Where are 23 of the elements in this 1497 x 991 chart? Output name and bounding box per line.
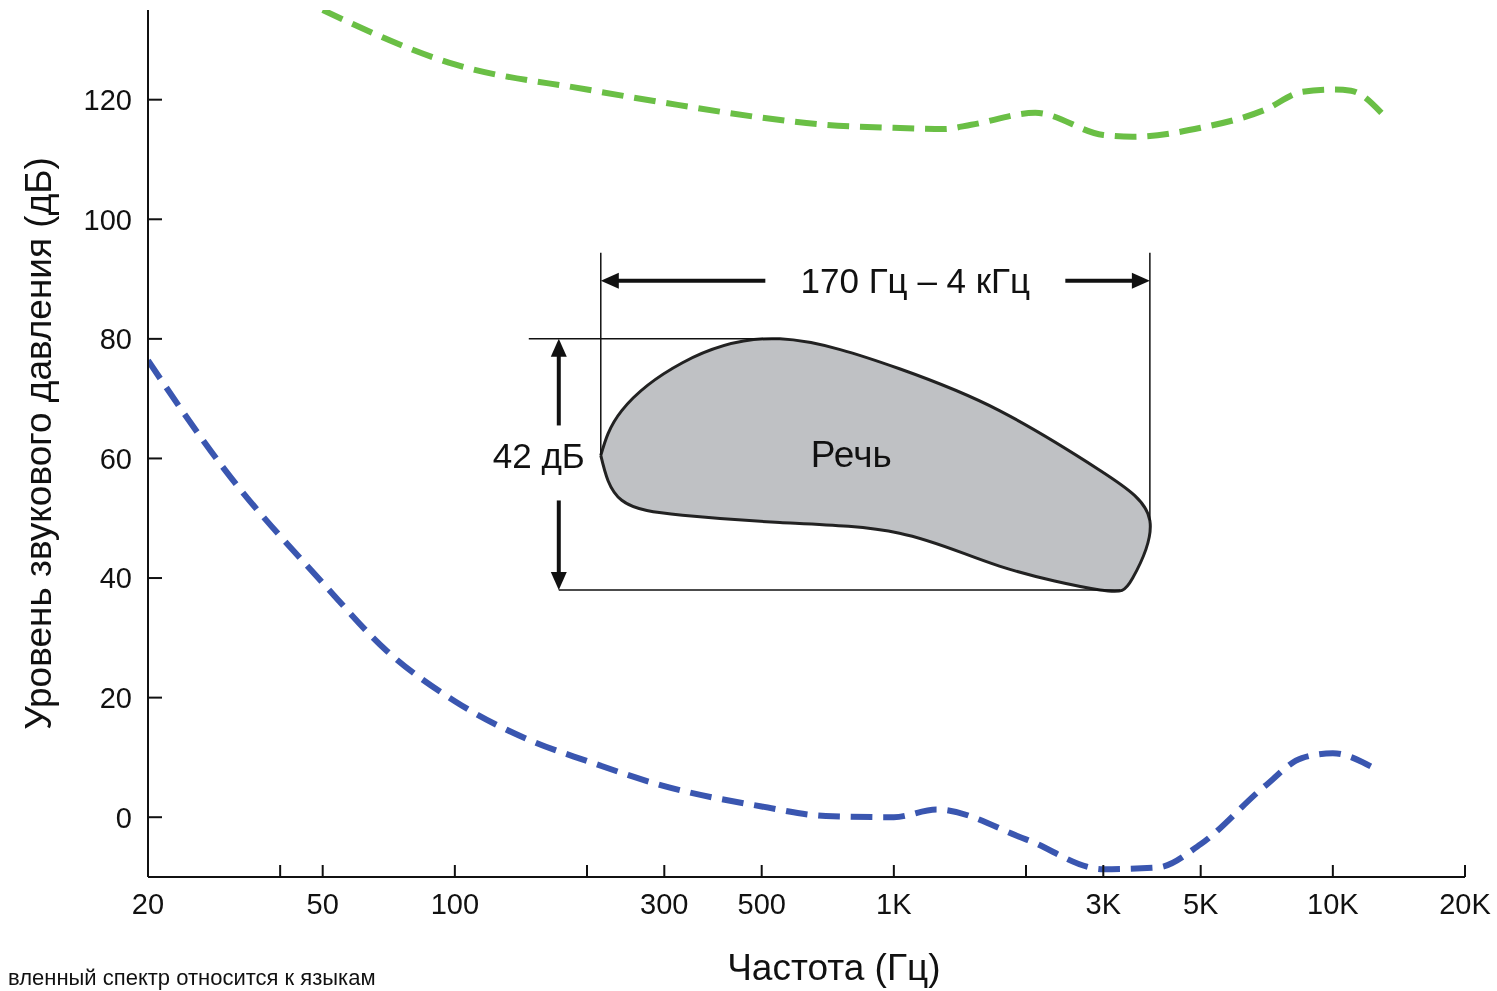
x-tick-label: 20K <box>1439 887 1492 920</box>
x-tick-label: 10K <box>1307 887 1360 920</box>
y-tick-label: 20 <box>99 681 132 714</box>
x-tick-label: 3K <box>1085 887 1122 920</box>
y-tick-label: 120 <box>83 83 132 116</box>
y-tick-label: 60 <box>99 442 132 475</box>
text: вленный спектр относится к языкам <box>8 964 376 990</box>
x-tick-label: 500 <box>737 887 786 920</box>
x-tick-label: 50 <box>306 887 339 920</box>
y-tick-label: 80 <box>99 323 132 356</box>
x-tick-label: 1K <box>876 887 913 920</box>
y-tick-label: 40 <box>99 562 132 595</box>
annotation: 42 дБ <box>492 435 585 475</box>
annotation: Речь <box>810 433 892 475</box>
annotation: 170 Гц – 4 кГц <box>800 261 1031 301</box>
y-tick-label: 0 <box>115 801 132 834</box>
x-tick-label: 5K <box>1182 887 1220 920</box>
x-tick-label: 300 <box>640 887 689 920</box>
x-axis-title: Частота (Гц) <box>727 946 941 988</box>
x-tick-label: 100 <box>430 887 480 920</box>
y-axis-title: Уровень звукового давления (дБ) <box>17 157 59 730</box>
y-tick-label: 100 <box>83 203 132 236</box>
x-tick-label: 20 <box>131 887 165 920</box>
